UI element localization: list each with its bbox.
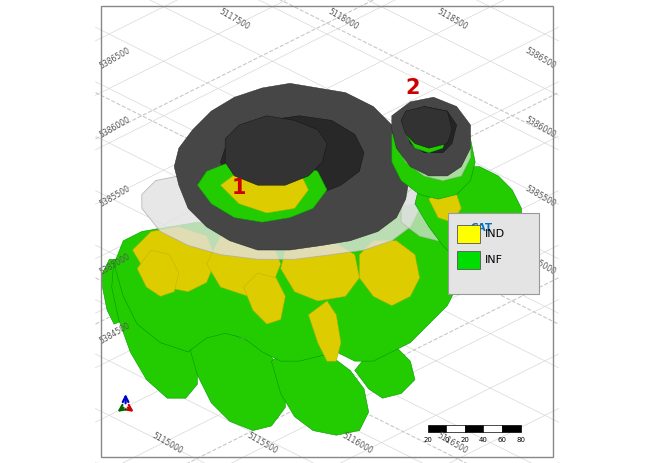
Polygon shape xyxy=(354,347,415,398)
Polygon shape xyxy=(405,106,456,153)
Text: 1: 1 xyxy=(232,177,247,198)
Polygon shape xyxy=(137,250,179,296)
Text: 5385000: 5385000 xyxy=(524,251,558,276)
Bar xyxy=(456,251,480,269)
Polygon shape xyxy=(244,273,285,324)
Polygon shape xyxy=(207,232,281,296)
Text: 5116500: 5116500 xyxy=(435,432,469,456)
Text: 0: 0 xyxy=(444,437,449,443)
Polygon shape xyxy=(142,171,420,259)
Polygon shape xyxy=(401,106,452,148)
Bar xyxy=(502,425,521,432)
Polygon shape xyxy=(309,301,341,361)
Text: 5384500: 5384500 xyxy=(98,321,131,346)
Text: 5118500: 5118500 xyxy=(435,7,469,31)
Bar xyxy=(428,425,447,432)
Bar xyxy=(447,425,465,432)
Polygon shape xyxy=(174,83,410,250)
Text: 5385000: 5385000 xyxy=(98,251,131,276)
Polygon shape xyxy=(225,116,327,185)
Text: 80: 80 xyxy=(516,437,525,443)
Polygon shape xyxy=(281,241,360,301)
Polygon shape xyxy=(220,116,364,199)
FancyBboxPatch shape xyxy=(448,213,539,294)
Polygon shape xyxy=(429,190,461,222)
Polygon shape xyxy=(114,204,461,361)
Text: IND: IND xyxy=(485,229,504,239)
Text: 5115000: 5115000 xyxy=(150,432,184,456)
Text: 5117500: 5117500 xyxy=(218,7,251,31)
Text: INF: INF xyxy=(485,255,502,265)
Text: 60: 60 xyxy=(498,437,506,443)
Polygon shape xyxy=(133,227,216,292)
Polygon shape xyxy=(103,259,133,324)
Text: CAT: CAT xyxy=(471,223,493,233)
Text: 2: 2 xyxy=(405,78,420,98)
Polygon shape xyxy=(392,116,475,199)
Polygon shape xyxy=(188,333,285,431)
Text: 5115500: 5115500 xyxy=(245,432,279,456)
Bar xyxy=(456,225,480,243)
Text: 40: 40 xyxy=(479,437,488,443)
Polygon shape xyxy=(220,167,309,213)
Text: 20: 20 xyxy=(424,437,432,443)
Bar xyxy=(465,425,483,432)
Text: 5118000: 5118000 xyxy=(326,7,360,31)
Polygon shape xyxy=(401,181,485,241)
Text: 5385500: 5385500 xyxy=(98,184,131,209)
Polygon shape xyxy=(405,120,447,153)
Text: 5385500: 5385500 xyxy=(524,184,558,209)
Text: 20: 20 xyxy=(460,437,470,443)
Polygon shape xyxy=(392,97,470,176)
Polygon shape xyxy=(271,352,369,435)
Text: 5386500: 5386500 xyxy=(98,45,131,70)
Polygon shape xyxy=(112,259,198,398)
Polygon shape xyxy=(396,111,470,181)
Text: 5386500: 5386500 xyxy=(524,45,558,70)
Text: 5116000: 5116000 xyxy=(340,432,374,456)
Bar xyxy=(483,425,502,432)
Polygon shape xyxy=(415,167,521,269)
Text: 5386000: 5386000 xyxy=(98,115,131,140)
Polygon shape xyxy=(198,157,327,222)
Polygon shape xyxy=(360,241,420,306)
Text: 5386000: 5386000 xyxy=(524,115,558,140)
